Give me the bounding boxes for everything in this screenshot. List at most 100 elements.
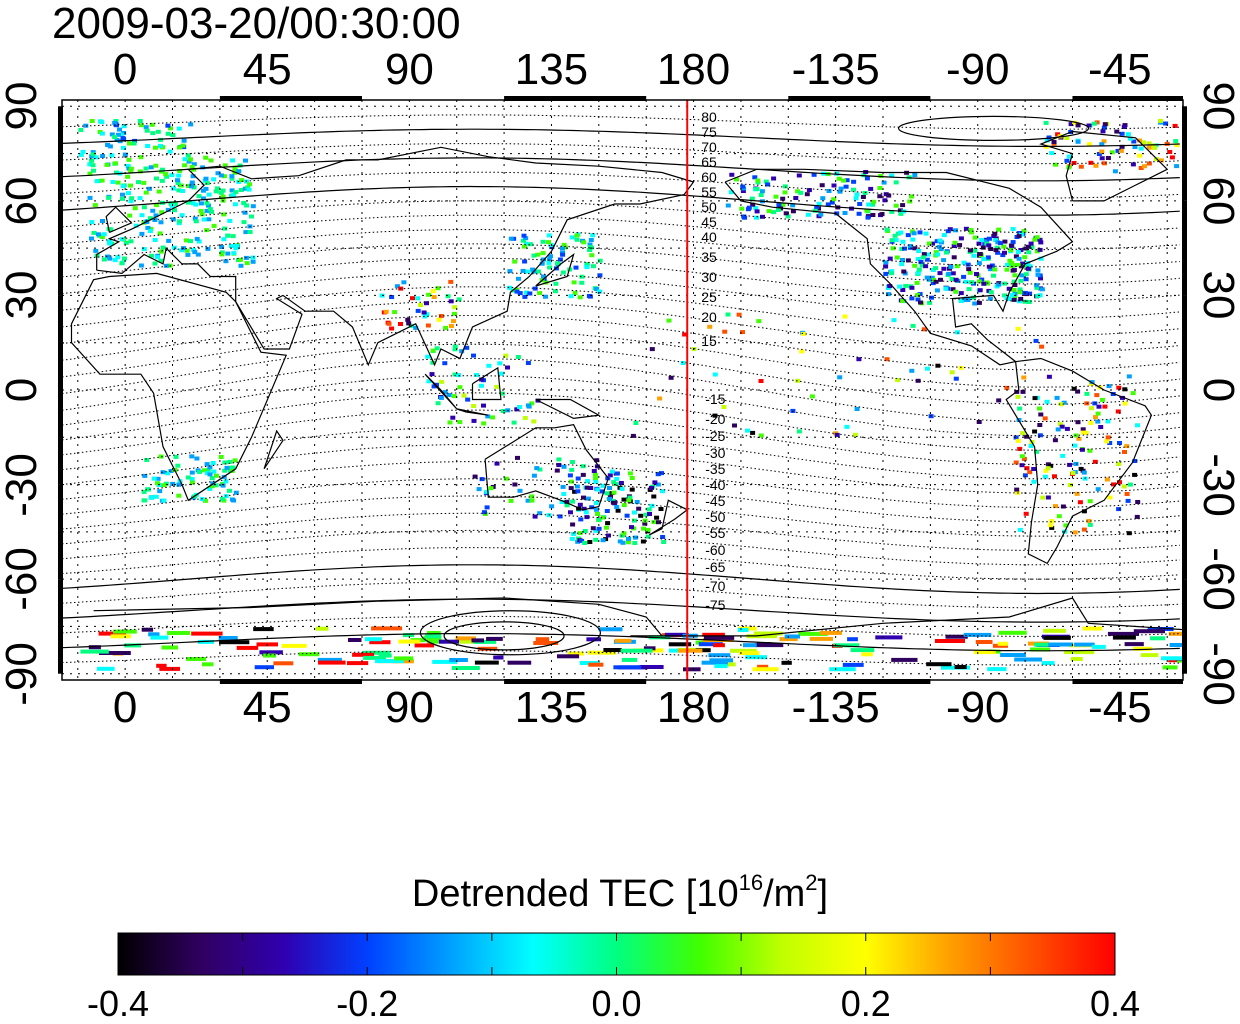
tec-pixel — [1029, 245, 1035, 250]
tec-pixel — [1173, 139, 1179, 144]
tec-pixel — [812, 208, 818, 213]
tec-pixel — [242, 210, 248, 215]
tec-pixel — [1167, 150, 1173, 154]
tec-pixel — [1095, 411, 1101, 416]
tec-pixel — [1043, 635, 1071, 640]
tec-pixel — [843, 184, 849, 189]
tec-pixel — [152, 261, 158, 266]
tec-pixel — [1075, 123, 1081, 128]
tec-pixel — [621, 531, 627, 536]
tec-pixel — [106, 195, 112, 200]
tec-pixel — [820, 196, 826, 201]
tec-pixel — [80, 149, 86, 154]
tec-pixel — [604, 525, 609, 530]
tec-pixel — [221, 174, 227, 179]
tec-pixel — [1020, 431, 1026, 436]
tec-pixel — [435, 401, 441, 406]
tec-pixel — [836, 176, 842, 181]
tec-pixel — [1100, 397, 1105, 402]
tec-pixel — [986, 236, 992, 241]
contour-label: 40 — [701, 229, 717, 245]
tec-pixel — [649, 485, 654, 490]
tec-pixel — [577, 295, 583, 300]
coastline-segment — [648, 499, 689, 536]
lon-tick-label: -135 — [791, 683, 880, 732]
contour-line — [62, 409, 1180, 465]
tec-pixel — [614, 505, 620, 509]
tec-pixel — [87, 162, 93, 167]
tec-pixel — [1058, 402, 1064, 407]
tec-pixel — [1105, 435, 1111, 440]
lon-tick-label: 90 — [384, 45, 434, 94]
tec-pixel — [125, 174, 131, 179]
tec-pixel — [900, 203, 906, 208]
tec-pixel — [1017, 527, 1023, 532]
tec-pixel — [1079, 447, 1085, 452]
tec-pixel — [642, 521, 648, 526]
tec-pixel — [1150, 636, 1166, 641]
tec-pixel — [207, 486, 213, 491]
tec-pixel — [234, 243, 240, 248]
tec-pixel — [945, 229, 951, 234]
tec-pixel — [1083, 430, 1089, 435]
tec-pixel — [148, 165, 154, 170]
tec-pixel — [389, 326, 395, 331]
tec-pixel — [1064, 136, 1070, 140]
tec-pixel — [142, 498, 148, 503]
tec-pixel — [875, 635, 903, 640]
tec-pixel — [143, 190, 149, 195]
tec-pixel — [209, 476, 215, 481]
tec-pixel — [182, 157, 188, 162]
colorbar-tick-label: -0.2 — [336, 983, 399, 1024]
tec-pixel — [153, 163, 159, 168]
tec-pixel — [756, 642, 772, 647]
tec-pixel — [92, 203, 98, 208]
tec-pixel — [864, 208, 870, 213]
tec-pixel — [115, 255, 121, 260]
contour-label: -75 — [705, 597, 725, 613]
tec-pixel — [191, 167, 197, 172]
tec-pixel — [1101, 125, 1107, 130]
tec-pixel — [1091, 644, 1106, 649]
tec-pixel — [891, 318, 897, 323]
tec-pixel — [540, 239, 546, 244]
tec-pixel — [228, 244, 234, 248]
tec-pixel — [995, 240, 1001, 245]
tec-pixel — [185, 252, 191, 257]
tec-pixel — [451, 639, 477, 644]
tec-pixel — [617, 539, 623, 544]
tec-pixel — [244, 261, 250, 266]
tec-pixel — [1060, 453, 1066, 458]
tec-pixel — [503, 476, 509, 481]
tec-pixel — [643, 512, 649, 517]
tec-pixel — [819, 183, 825, 188]
tec-pixel — [610, 500, 616, 505]
tec-pixel — [168, 469, 174, 473]
tec-pixel — [1088, 160, 1094, 165]
tec-pixel — [1021, 456, 1027, 461]
tec-pixel — [178, 183, 184, 188]
tec-pixel — [531, 419, 537, 424]
tec-pixel — [132, 206, 138, 211]
tec-pixel — [909, 296, 915, 301]
tec-pixel — [188, 122, 194, 127]
tec-pixel — [883, 271, 889, 276]
tec-pixel — [202, 178, 208, 183]
tec-pixel — [186, 657, 207, 661]
tec-pixel — [179, 248, 185, 253]
tec-pixel — [597, 258, 603, 263]
tec-pixel — [482, 510, 487, 515]
tec-pixel — [155, 481, 160, 486]
tec-pixel — [985, 255, 991, 260]
tec-pixel — [490, 415, 496, 420]
tec-pixel — [517, 405, 523, 409]
tec-pixel — [150, 131, 156, 136]
coastlines — [70, 130, 1183, 637]
contour-label: -45 — [705, 493, 725, 509]
tec-pixel — [184, 248, 190, 253]
tec-pixel — [750, 202, 756, 207]
tec-pixel — [503, 353, 509, 358]
tec-pixel — [987, 667, 1007, 672]
tec-pixel — [198, 201, 204, 206]
contour-line — [62, 633, 1180, 652]
